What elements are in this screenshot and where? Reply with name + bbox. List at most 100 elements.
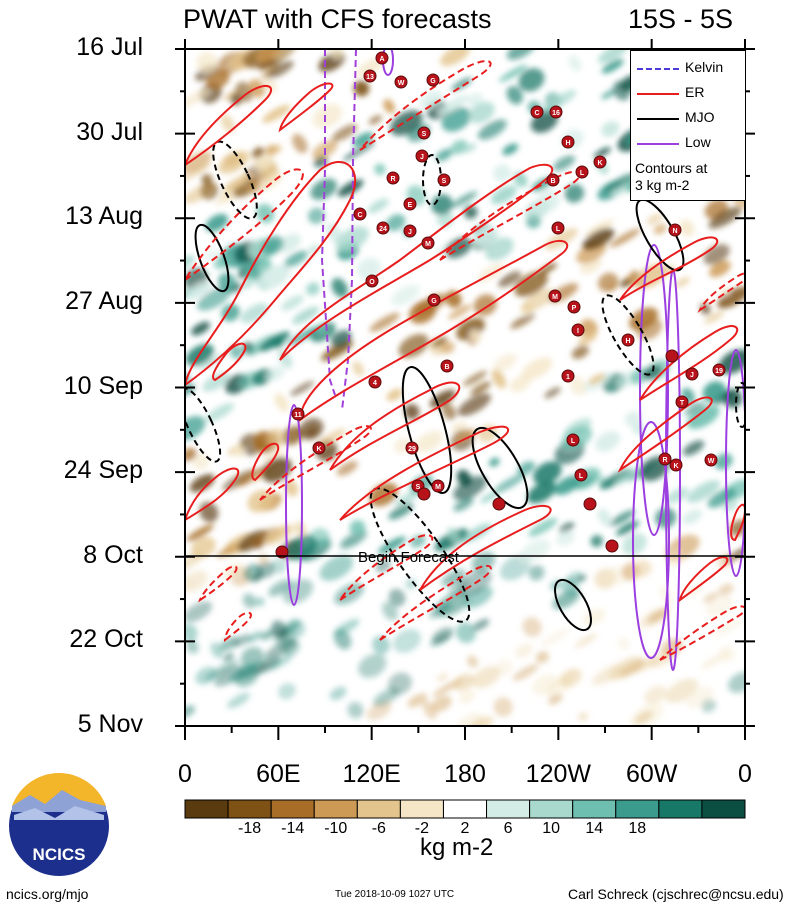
storm-symbol xyxy=(668,223,682,237)
storm-label: B xyxy=(444,364,449,371)
pwat-anomaly-blob xyxy=(582,608,606,626)
pwat-anomaly-blob xyxy=(436,673,448,682)
storm-symbol xyxy=(417,487,431,501)
pwat-anomaly-blob xyxy=(451,191,478,208)
pwat-anomaly-blob xyxy=(665,678,699,704)
low-contour xyxy=(725,349,745,577)
pwat-anomaly-blob xyxy=(192,452,210,470)
colorbar-swatch xyxy=(615,799,660,819)
logo-text: NCICS xyxy=(33,845,86,864)
pwat-anomaly-blob xyxy=(287,618,306,638)
pwat-anomaly-blob xyxy=(262,104,291,123)
storm-symbol xyxy=(394,75,408,89)
pwat-anomaly-blob xyxy=(491,369,507,389)
colorbar-swatch xyxy=(486,799,531,819)
pwat-anomaly-blob xyxy=(312,103,343,129)
storm-label: R xyxy=(390,176,395,183)
pwat-anomaly-blob xyxy=(684,402,705,416)
pwat-anomaly-blob xyxy=(493,353,517,372)
pwat-anomaly-blob xyxy=(191,321,210,336)
storm-marker: M xyxy=(431,479,445,493)
pwat-anomaly-blob xyxy=(515,643,533,658)
pwat-anomaly-blob xyxy=(435,148,453,162)
pwat-anomaly-blob xyxy=(258,331,290,352)
pwat-anomaly-blob xyxy=(186,524,214,542)
colorbar-swatch xyxy=(270,799,315,819)
storm-marker: P xyxy=(567,300,581,314)
y-tick-label: 22 Oct xyxy=(69,625,143,654)
storm-marker: 19 xyxy=(712,363,726,377)
storm-symbol xyxy=(365,274,379,288)
pwat-anomaly-blob xyxy=(289,381,315,397)
pwat-anomaly-blob xyxy=(491,185,517,205)
pwat-anomaly-blob xyxy=(240,303,269,324)
pwat-anomaly-blob xyxy=(271,49,300,61)
storm-marker xyxy=(583,497,597,511)
legend-label: Kelvin xyxy=(685,59,724,75)
pwat-anomaly-blob xyxy=(609,228,641,248)
pwat-anomaly-blob xyxy=(509,375,531,393)
storm-symbol xyxy=(583,497,597,511)
y-tick-label: 16 Jul xyxy=(76,33,143,61)
pwat-anomaly-blob xyxy=(197,286,231,311)
storm-marker: 29 xyxy=(405,441,419,455)
pwat-anomaly-blob xyxy=(585,219,614,238)
pwat-anomaly-blob xyxy=(617,636,630,651)
pwat-anomaly-blob xyxy=(372,635,390,655)
storm-marker: S xyxy=(417,126,431,140)
colorbar-swatch xyxy=(529,799,574,819)
pwat-anomaly-blob xyxy=(191,536,216,559)
mjo-contour xyxy=(369,487,471,623)
storm-label: S xyxy=(442,178,447,185)
er-contour-negative xyxy=(339,534,434,601)
pwat-anomaly-blob xyxy=(447,304,472,320)
storm-label: 11 xyxy=(294,412,302,419)
pwat-anomaly-blob xyxy=(535,651,549,664)
pwat-anomaly-blob xyxy=(674,277,690,288)
pwat-anomaly-blob xyxy=(284,250,308,268)
legend-swatch xyxy=(637,93,679,95)
storm-marker: O xyxy=(365,274,379,288)
storm-marker: L xyxy=(566,433,580,447)
pwat-anomaly-blob xyxy=(329,686,347,701)
pwat-anomaly-blob xyxy=(632,656,659,673)
pwat-anomaly-blob xyxy=(185,281,213,301)
pwat-anomaly-blob xyxy=(682,440,705,456)
storm-label: C xyxy=(534,110,539,117)
mjo-contour xyxy=(601,294,655,376)
pwat-anomaly-blob xyxy=(251,147,265,158)
pwat-anomaly-blob xyxy=(260,173,283,190)
mjo-contour xyxy=(471,427,529,509)
pwat-anomaly-blob xyxy=(717,286,745,309)
storm-marker: 24 xyxy=(376,221,390,235)
pwat-anomaly-blob xyxy=(242,593,257,609)
pwat-anomaly-blob xyxy=(265,60,294,80)
pwat-anomaly-blob xyxy=(608,509,636,527)
pwat-anomaly-blob xyxy=(375,559,391,573)
pwat-anomaly-blob xyxy=(271,620,289,640)
mjo-contour xyxy=(194,223,230,293)
pwat-anomaly-blob xyxy=(578,332,597,346)
pwat-anomaly-blob xyxy=(533,461,562,485)
er-contour xyxy=(278,82,334,133)
footer-author: Carl Schreck (cjschrec@ncsu.edu) xyxy=(568,886,784,902)
y-tick-label: 27 Aug xyxy=(65,286,143,315)
er-contour-negative xyxy=(659,605,745,661)
storm-marker: K xyxy=(312,441,326,455)
pwat-anomaly-blob xyxy=(441,107,471,132)
pwat-anomaly-blob xyxy=(390,110,423,136)
pwat-anomaly-blob xyxy=(185,601,213,623)
pwat-anomaly-blob xyxy=(256,203,275,224)
pwat-anomaly-blob xyxy=(265,365,285,382)
storm-symbol xyxy=(712,363,726,377)
pwat-anomaly-blob xyxy=(310,178,338,200)
pwat-anomaly-blob xyxy=(200,182,219,200)
pwat-anomaly-blob xyxy=(262,76,277,94)
storm-label: M xyxy=(435,484,441,491)
pwat-anomaly-blob xyxy=(577,712,589,722)
pwat-anomaly-blob xyxy=(256,49,282,63)
pwat-anomaly-blob xyxy=(440,341,455,354)
er-contour xyxy=(639,325,739,401)
pwat-anomaly-blob xyxy=(634,560,652,577)
storm-symbol xyxy=(440,359,454,373)
